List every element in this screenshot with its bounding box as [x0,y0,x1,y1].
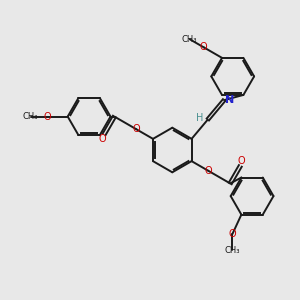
Text: CH₃: CH₃ [225,246,240,255]
Text: H: H [196,113,203,123]
Text: O: O [132,124,140,134]
Text: CH₃: CH₃ [23,112,38,121]
Text: N: N [225,95,234,105]
Text: O: O [43,112,51,122]
Text: O: O [200,43,207,52]
Text: O: O [238,156,246,166]
Text: O: O [229,229,236,239]
Text: CH₃: CH₃ [182,35,197,44]
Text: O: O [99,134,106,144]
Text: O: O [205,167,212,176]
